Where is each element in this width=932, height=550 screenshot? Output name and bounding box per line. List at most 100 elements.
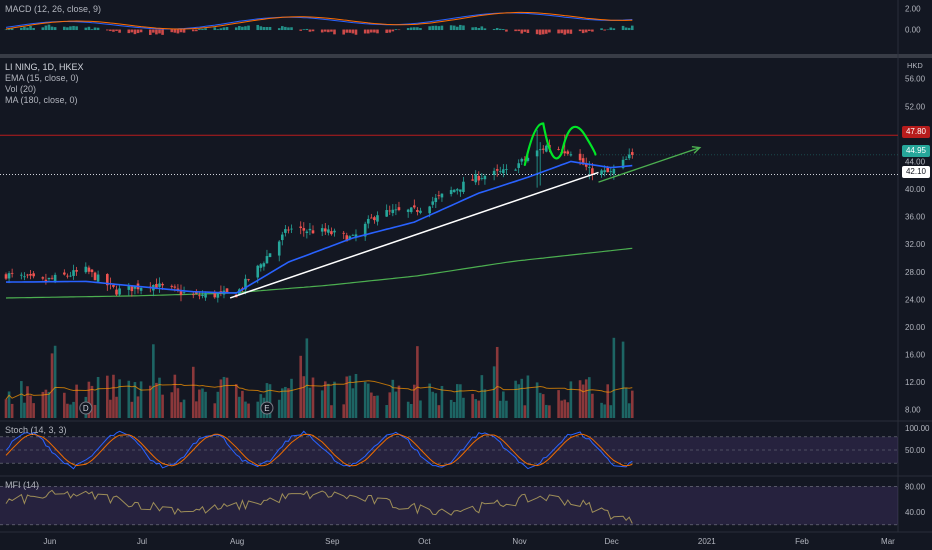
macd-histogram-bar xyxy=(330,29,333,32)
macd-histogram-bar xyxy=(198,28,201,31)
macd-histogram-bar xyxy=(474,27,478,31)
macd-histogram-bar xyxy=(449,25,453,31)
macd-histogram-bar xyxy=(109,29,112,32)
macd-histogram-bar xyxy=(225,26,229,31)
candle-body xyxy=(535,150,539,157)
volume-bar xyxy=(161,394,164,418)
volume-bar xyxy=(342,404,345,418)
macd-histogram-bar xyxy=(63,26,66,31)
candle-body xyxy=(526,157,530,161)
mfi-band xyxy=(0,486,898,525)
candle-body xyxy=(538,149,542,151)
volume-bar xyxy=(50,353,54,418)
macd-histogram-bar xyxy=(244,26,247,31)
candle-body xyxy=(557,149,560,150)
macd-histogram-bar xyxy=(213,27,217,31)
price-axis-tick: 36.00 xyxy=(905,213,926,222)
volume-bar xyxy=(191,366,195,418)
candle-body xyxy=(176,288,180,290)
volume-bar xyxy=(204,391,207,418)
volume-bar xyxy=(152,344,155,418)
candle-body xyxy=(477,175,481,181)
volume-bar xyxy=(106,375,109,418)
volume-bar xyxy=(176,388,180,418)
volume-bar xyxy=(560,400,563,418)
macd-histogram-bar xyxy=(373,29,376,33)
volume-bar xyxy=(505,400,508,418)
candle-body xyxy=(621,159,625,169)
volume-bar xyxy=(563,399,567,418)
macd-histogram-bar xyxy=(50,26,54,31)
volume-bar xyxy=(363,381,367,418)
macd-histogram-bar xyxy=(517,29,520,32)
macd-histogram-bar xyxy=(44,25,48,31)
candle-body xyxy=(198,295,201,297)
candle-body xyxy=(327,229,330,233)
candle-body xyxy=(563,151,567,154)
volume-bar xyxy=(477,400,481,418)
ema-legend: EMA (15, close, 0) xyxy=(5,73,79,83)
volume-bar xyxy=(47,391,51,418)
candle-body xyxy=(578,153,582,161)
macd-histogram-bar xyxy=(26,27,29,31)
volume-bar xyxy=(225,377,229,418)
time-axis-tick: Feb xyxy=(795,537,809,546)
candle-body xyxy=(305,231,309,233)
volume-bar xyxy=(170,392,174,418)
macd-histogram-bar xyxy=(7,28,11,31)
volume-bar xyxy=(455,384,459,418)
candle-body xyxy=(394,209,398,211)
mfi-line xyxy=(5,489,633,524)
volume-bar xyxy=(480,375,484,418)
volume-bar xyxy=(459,384,462,418)
volume-bar xyxy=(609,405,613,418)
volume-bar xyxy=(591,393,594,418)
macd-histogram-bar xyxy=(370,29,373,33)
macd-histogram-bar xyxy=(127,29,131,34)
macd-histogram-bar xyxy=(348,29,352,33)
candle-body xyxy=(342,232,345,234)
volume-bar xyxy=(385,405,388,418)
volume-bar xyxy=(118,379,121,418)
macd-histogram-bar xyxy=(155,29,158,35)
candle-body xyxy=(26,274,29,276)
price-axis-tick: 16.00 xyxy=(905,350,926,359)
candle-body xyxy=(53,274,57,281)
time-axis-tick: Sep xyxy=(325,537,340,546)
macd-histogram-bar xyxy=(106,29,109,31)
volume-bar xyxy=(63,392,66,418)
macd-histogram-bar xyxy=(452,25,456,31)
macd-histogram-bar xyxy=(23,26,26,31)
candle-body xyxy=(87,267,91,272)
macd-histogram-bar xyxy=(179,29,183,33)
volume-bar xyxy=(541,394,545,418)
candle-body xyxy=(520,158,524,162)
candle-body xyxy=(409,207,413,213)
macd-histogram-bar xyxy=(560,29,563,34)
candle-body xyxy=(434,197,438,203)
macd-histogram-bar xyxy=(581,29,585,34)
candle-body xyxy=(385,210,388,217)
macd-histogram-bar xyxy=(416,27,419,31)
price-axis-tick: 24.00 xyxy=(905,295,926,304)
volume-bar xyxy=(520,378,524,418)
candle-body xyxy=(90,269,94,273)
candle-body xyxy=(505,169,508,170)
candle-body xyxy=(84,266,88,273)
stoch-d-line xyxy=(5,433,633,467)
volume-bar xyxy=(244,401,247,418)
macd-histogram-bar xyxy=(277,28,281,31)
candle-body xyxy=(591,168,594,175)
candle-body xyxy=(397,207,401,211)
macd-histogram-bar xyxy=(10,28,14,31)
macd-histogram-bar xyxy=(311,29,315,32)
macd-histogram-bar xyxy=(262,27,266,31)
macd-histogram-bar xyxy=(477,27,481,31)
macd-histogram-bar xyxy=(440,25,444,31)
macd-histogram-bar xyxy=(216,29,220,31)
macd-histogram-bar xyxy=(90,29,94,31)
volume-bar xyxy=(112,374,115,418)
volume-bar xyxy=(416,346,419,418)
volume-bar xyxy=(277,399,281,418)
